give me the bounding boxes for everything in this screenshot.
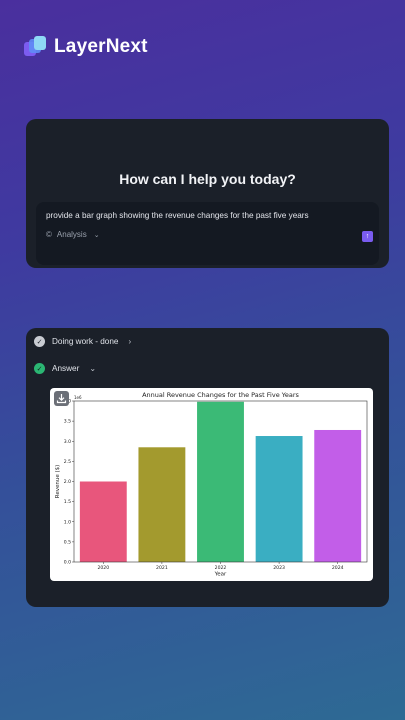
brand-name: LayerNext: [54, 36, 148, 57]
chevron-down-icon: ⌄: [89, 364, 97, 373]
x-tick-label: 2021: [156, 565, 168, 571]
y-tick-label: 3.0: [64, 439, 71, 445]
chevron-right-icon: ›: [128, 337, 132, 346]
greeting-title: How can I help you today?: [119, 171, 296, 187]
chart-panel: Annual Revenue Changes for the Past Five…: [50, 388, 373, 581]
chart-title: Annual Revenue Changes for the Past Five…: [142, 391, 299, 399]
y-tick-label: 1.0: [64, 519, 71, 525]
brand: LayerNext: [24, 36, 148, 58]
ask-card: How can I help you today? provide a bar …: [26, 119, 389, 268]
x-tick-label: 2020: [97, 565, 109, 571]
step-doing-work[interactable]: ✓ Doing work - done ›: [34, 336, 131, 347]
step-label: Answer: [52, 364, 80, 373]
y-tick-label: 0.5: [64, 539, 71, 545]
bar-2021: [138, 447, 186, 562]
y-tick-label: 2.5: [64, 459, 71, 465]
step-label: Doing work - done: [52, 337, 119, 346]
mode-selector[interactable]: © Analysis ⌄: [46, 230, 100, 239]
arrow-up-icon: ↑: [365, 233, 370, 240]
download-button[interactable]: [54, 391, 69, 406]
y-tick-label: 2.0: [64, 479, 71, 485]
y-tick-label: 3.5: [64, 419, 71, 425]
check-circle-icon: ✓: [34, 336, 45, 347]
plot-frame: [73, 400, 368, 563]
check-circle-icon: ✓: [34, 363, 45, 374]
answer-card: ✓ Doing work - done › ✓ Answer ⌄ Annual …: [26, 328, 389, 607]
axis-scale-label: 1e6: [74, 395, 82, 400]
y-tick-label: 1.5: [64, 499, 71, 505]
bar-chart: Annual Revenue Changes for the Past Five…: [55, 391, 368, 578]
x-tick-label: 2024: [332, 565, 344, 571]
send-button[interactable]: ↑: [362, 231, 373, 242]
download-icon: [56, 394, 67, 404]
chevron-down-icon: ⌄: [93, 231, 100, 239]
bar-2023: [255, 436, 303, 562]
prompt-input-box[interactable]: provide a bar graph showing the revenue …: [36, 202, 379, 265]
step-answer[interactable]: ✓ Answer ⌄: [34, 363, 96, 374]
x-tick-label: 2023: [273, 565, 285, 571]
bar-2024: [314, 429, 362, 562]
x-tick-label: 2022: [215, 565, 227, 571]
prompt-text[interactable]: provide a bar graph showing the revenue …: [46, 211, 309, 220]
y-axis-label: Revenue ($): [55, 465, 61, 499]
y-tick-label: 0.0: [64, 560, 71, 566]
layernext-logo-icon: [24, 36, 46, 58]
x-axis-label: Year: [214, 572, 227, 578]
mode-label: Analysis: [56, 230, 87, 239]
bar-2020: [79, 481, 127, 562]
analysis-icon: ©: [46, 230, 52, 239]
bar-2022: [197, 401, 244, 562]
